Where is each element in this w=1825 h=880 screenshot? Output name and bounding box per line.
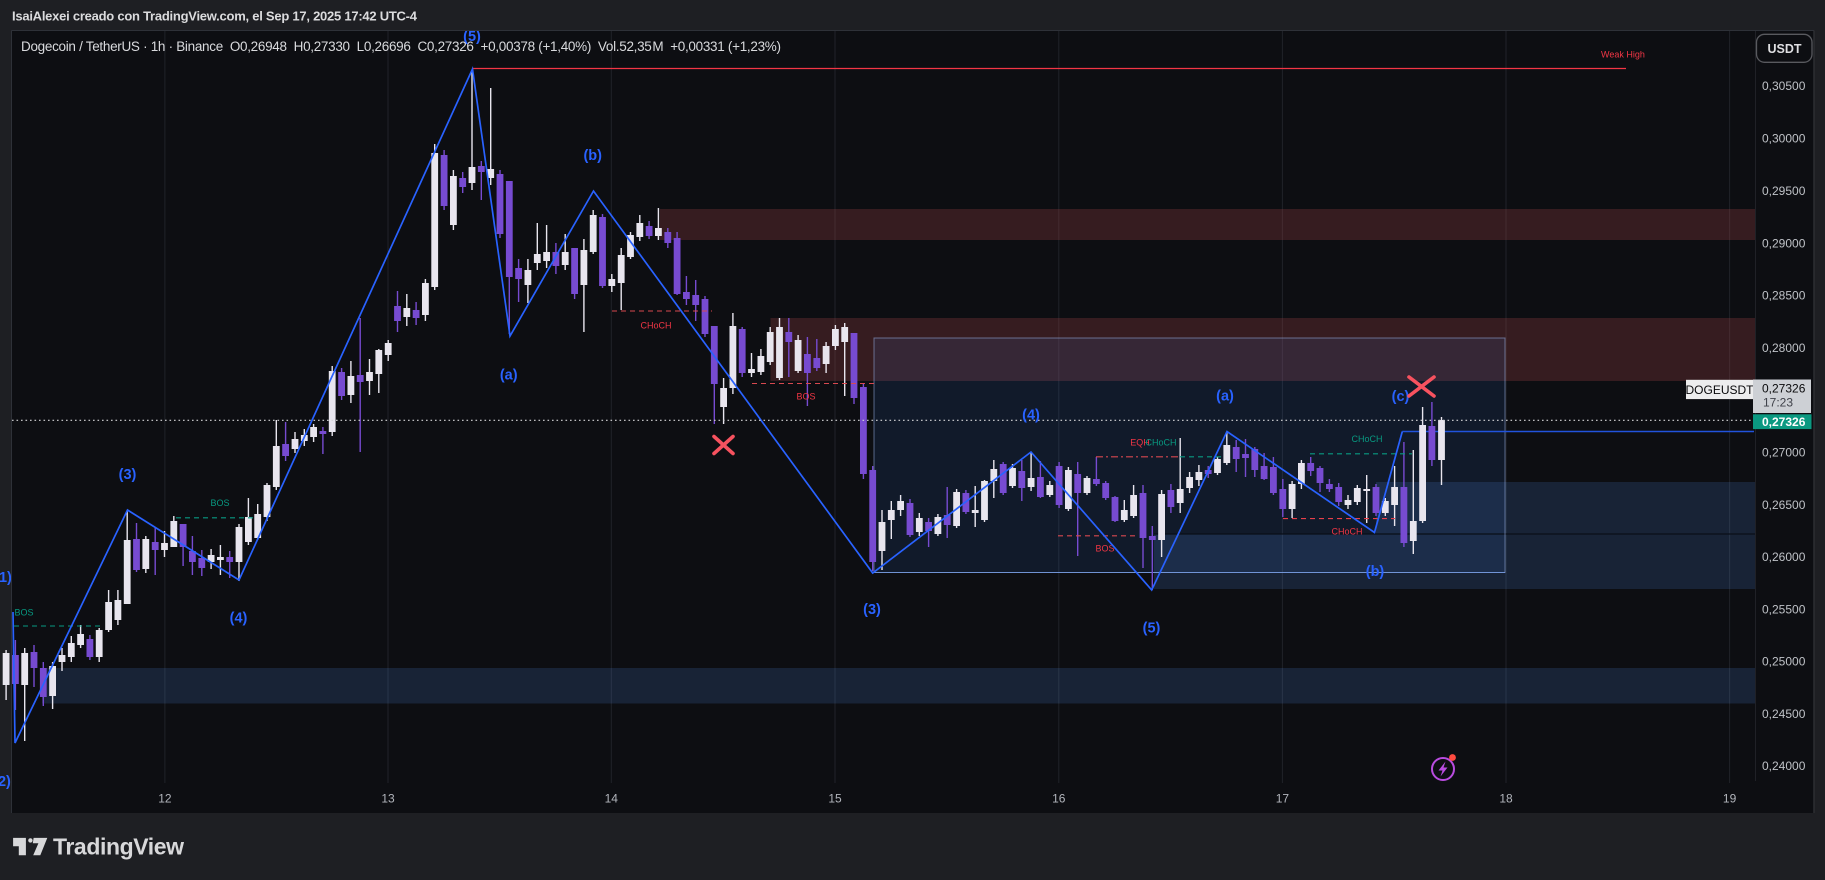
svg-text:18: 18	[1499, 792, 1513, 806]
svg-text:0,27000: 0,27000	[1762, 446, 1806, 460]
svg-text:CHoCH: CHoCH	[640, 321, 671, 331]
svg-text:TradingView: TradingView	[53, 834, 184, 860]
svg-text:0,25500: 0,25500	[1762, 602, 1806, 616]
svg-text:0,26000: 0,26000	[1762, 550, 1806, 564]
svg-text:BOS: BOS	[796, 392, 815, 402]
svg-text:CHoCH: CHoCH	[1351, 434, 1382, 444]
svg-text:0,27326: 0,27326	[1762, 415, 1806, 429]
svg-text:BOS: BOS	[1095, 544, 1114, 554]
svg-text:16: 16	[1052, 792, 1066, 806]
svg-text:13: 13	[381, 792, 395, 806]
svg-text:(b): (b)	[583, 148, 602, 164]
svg-text:17: 17	[1276, 792, 1290, 806]
svg-text:0,24000: 0,24000	[1762, 759, 1806, 773]
svg-text:15: 15	[828, 792, 842, 806]
svg-text:USDT: USDT	[1767, 42, 1801, 56]
svg-text:19: 19	[1723, 792, 1737, 806]
svg-text:(5): (5)	[1143, 621, 1161, 637]
svg-text:0,25000: 0,25000	[1762, 655, 1806, 669]
svg-text:0,28000: 0,28000	[1762, 341, 1806, 355]
svg-text:BOS: BOS	[14, 608, 33, 618]
svg-text:0,26500: 0,26500	[1762, 498, 1806, 512]
svg-text:14: 14	[605, 792, 619, 806]
svg-text:(5): (5)	[463, 29, 481, 45]
svg-text:0,30500: 0,30500	[1762, 79, 1806, 93]
svg-text:Dogecoin / TetherUS · 1h · Bin: Dogecoin / TetherUS · 1h · Binance O0,26…	[21, 39, 781, 54]
svg-text:(4): (4)	[1022, 408, 1040, 424]
svg-text:17:23: 17:23	[1763, 396, 1793, 410]
svg-text:(3): (3)	[863, 602, 881, 618]
svg-text:EQH: EQH	[1130, 438, 1150, 448]
svg-text:0,30000: 0,30000	[1762, 132, 1806, 146]
svg-text:(1): (1)	[0, 570, 12, 586]
svg-text:(4): (4)	[230, 611, 248, 627]
svg-text:IsaiAlexei creado con TradingV: IsaiAlexei creado con TradingView.com, e…	[12, 9, 418, 24]
svg-text:(b): (b)	[1366, 564, 1385, 580]
svg-text:(a): (a)	[500, 368, 518, 384]
svg-text:0,28500: 0,28500	[1762, 289, 1806, 303]
svg-text:DOGEUSDT: DOGEUSDT	[1685, 383, 1754, 397]
svg-text:Weak High: Weak High	[1601, 50, 1645, 60]
svg-text:0,24500: 0,24500	[1762, 707, 1806, 721]
svg-text:CHoCH: CHoCH	[1145, 438, 1176, 448]
svg-text:(2): (2)	[0, 774, 11, 790]
svg-text:CHoCH: CHoCH	[1331, 527, 1362, 537]
svg-text:12: 12	[158, 792, 172, 806]
svg-text:(c): (c)	[1392, 389, 1410, 405]
svg-text:(3): (3)	[119, 467, 137, 483]
svg-text:0,29500: 0,29500	[1762, 184, 1806, 198]
svg-text:0,27326: 0,27326	[1762, 382, 1806, 396]
svg-text:BOS: BOS	[210, 498, 229, 508]
svg-text:0,29000: 0,29000	[1762, 236, 1806, 250]
svg-text:(a): (a)	[1216, 389, 1234, 405]
